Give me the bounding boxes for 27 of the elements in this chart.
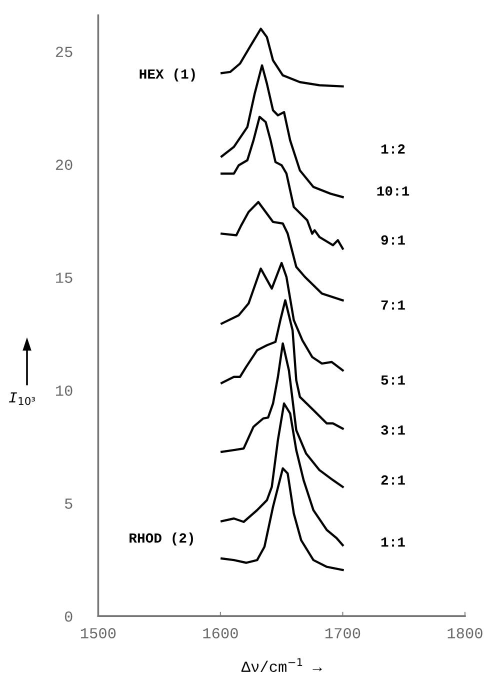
x-tick-label: 1800: [448, 628, 482, 638]
annotation: 9:1: [381, 235, 405, 245]
annotation: 5:1: [381, 375, 405, 385]
line-series: [220, 116, 344, 250]
annotation: 1:2: [381, 144, 405, 154]
annotation: 3:1: [381, 425, 405, 435]
line-series: [220, 200, 344, 302]
annotation: 2:1: [381, 475, 405, 485]
y-tick-label: 15: [56, 272, 72, 283]
x-tick-label: 1500: [80, 628, 116, 638]
line-series: [220, 28, 344, 88]
y-tick-label: 5: [64, 498, 72, 509]
x-axis-title: Δν/cm$^{−1}$ →: [241, 658, 322, 672]
annotation: HEX (1): [140, 68, 195, 82]
y-tick-label: 10: [56, 386, 72, 396]
y-tick-label: 20: [56, 160, 72, 170]
annotation: RHOD (2): [130, 532, 194, 546]
y-tick-label: 25: [56, 46, 72, 58]
y-axis-title: I$_{10³}$: [8, 392, 35, 406]
line-series: [220, 467, 344, 572]
annotation: 1:1: [381, 537, 405, 547]
x-tick-label: 1600: [203, 628, 238, 638]
x-tick-label: 1700: [325, 628, 360, 638]
annotation: 10:1: [377, 186, 410, 196]
annotation: 7:1: [381, 300, 405, 310]
y-tick-label: 0: [64, 611, 72, 622]
line-series: [220, 64, 344, 198]
